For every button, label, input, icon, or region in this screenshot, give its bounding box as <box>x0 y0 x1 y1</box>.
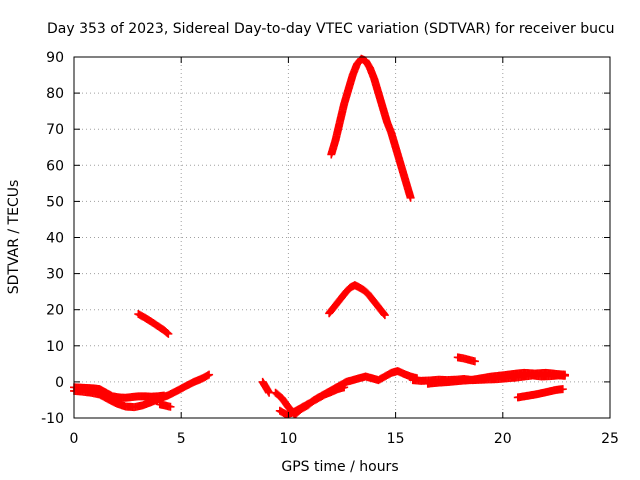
y-tick-label: 80 <box>46 86 64 102</box>
y-tick-label: 10 <box>46 339 64 355</box>
data-point <box>558 385 567 394</box>
series-arc-mid <box>325 281 389 320</box>
data-point <box>470 357 479 366</box>
data-point <box>380 311 389 320</box>
series-base-f <box>275 383 349 419</box>
data-point <box>380 310 389 319</box>
series-arc-early <box>134 310 173 338</box>
y-axis-label: SDTVAR / TECUs <box>6 180 22 295</box>
x-tick-label: 5 <box>177 431 186 447</box>
series-arc-high <box>327 54 415 202</box>
series-base-b <box>70 370 214 412</box>
data-point <box>163 328 172 337</box>
x-tick-label: 10 <box>279 431 297 447</box>
series-base-h <box>423 368 569 388</box>
chart-title: Day 353 of 2023, Sidereal Day-to-day VTE… <box>47 21 615 37</box>
series-base-i <box>513 385 567 402</box>
data-point <box>340 383 349 392</box>
axes: 0 5 10 15 20 25 -10 0 10 20 30 40 50 60 70 80 90 <box>41 50 619 447</box>
y-tick-label: 60 <box>46 158 64 174</box>
y-tick-label: 0 <box>55 375 64 391</box>
y-tick-label: 30 <box>46 267 64 283</box>
data-points <box>70 54 569 419</box>
data-point <box>166 402 175 411</box>
y-tick-label: 90 <box>46 50 64 66</box>
x-tick-label: 0 <box>70 431 79 447</box>
data-point <box>406 193 415 202</box>
data-point <box>205 370 214 379</box>
series-base-d <box>258 377 274 397</box>
data-point <box>164 329 173 338</box>
y-tick-label: 20 <box>46 303 64 319</box>
x-tick-label: 20 <box>494 431 512 447</box>
data-point <box>560 370 569 379</box>
y-tick-label: 70 <box>46 122 64 138</box>
y-tick-label: 40 <box>46 231 64 247</box>
x-tick-label: 25 <box>601 431 619 447</box>
x-tick-label: 15 <box>387 431 405 447</box>
y-tick-label: -10 <box>41 411 64 427</box>
y-tick-label: 50 <box>46 194 64 210</box>
series-arc-evening <box>453 353 479 366</box>
series-base-c <box>155 400 175 411</box>
x-axis-label: GPS time / hours <box>281 459 398 475</box>
